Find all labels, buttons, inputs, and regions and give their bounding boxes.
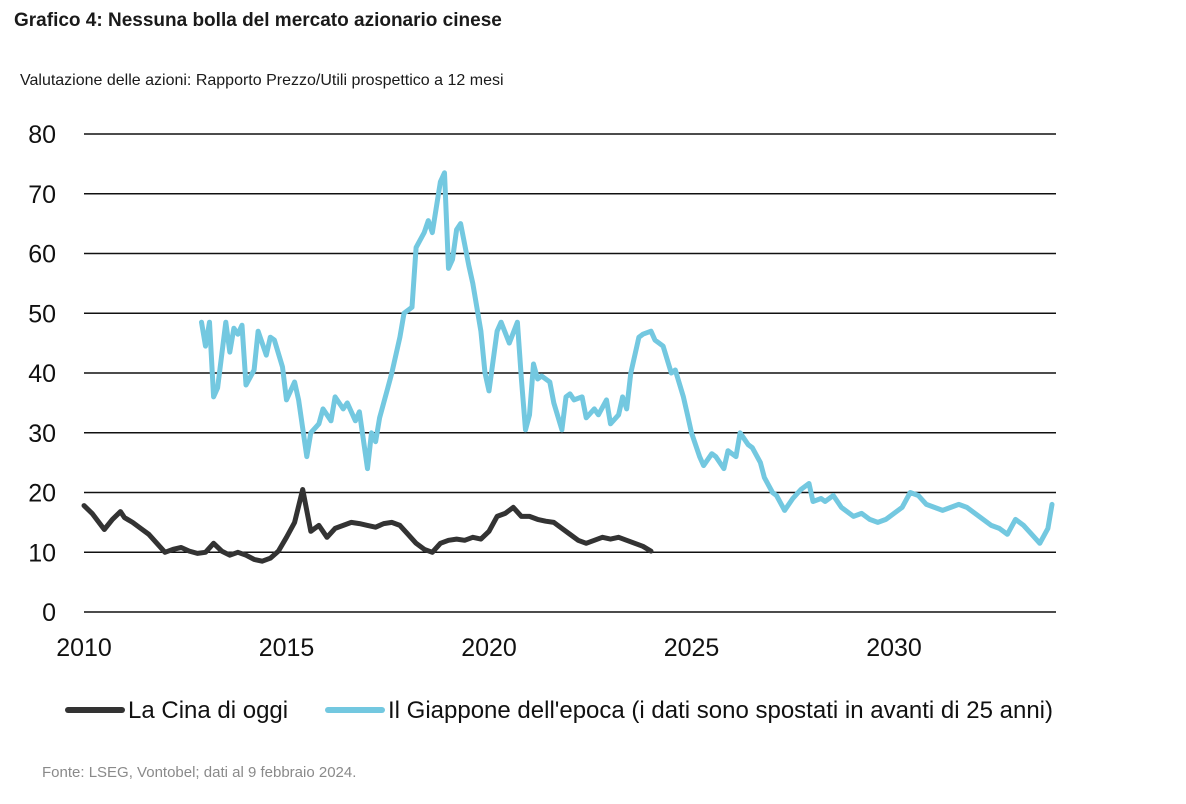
y-tick-label: 70 xyxy=(28,181,56,209)
y-tick-label: 10 xyxy=(28,539,56,567)
series-line-china xyxy=(81,487,654,564)
source-note: Fonte: LSEG, Vontobel; dati al 9 febbrai… xyxy=(42,764,357,781)
x-tick-label: 2020 xyxy=(461,634,517,662)
series-line-japan xyxy=(199,170,1055,546)
y-axis-ticks: 0 10 20 30 40 50 60 70 80 xyxy=(28,121,56,627)
chart-title: Grafico 4: Nessuna bolla del mercato azi… xyxy=(14,10,502,31)
y-tick-label: 40 xyxy=(28,360,56,388)
legend: La Cina di oggi Il Giappone dell'epoca (… xyxy=(65,697,1053,724)
y-tick-label: 30 xyxy=(28,420,56,448)
y-tick-label: 20 xyxy=(28,480,56,508)
x-tick-label: 2025 xyxy=(664,634,720,662)
y-tick-label: 0 xyxy=(42,599,56,627)
y-tick-label: 80 xyxy=(28,121,56,149)
legend-label-china: La Cina di oggi xyxy=(128,697,288,724)
x-tick-label: 2015 xyxy=(259,634,315,662)
x-tick-label: 2010 xyxy=(56,634,112,662)
x-tick-label: 2030 xyxy=(866,634,922,662)
y-tick-label: 60 xyxy=(28,241,56,269)
gridlines xyxy=(84,133,1056,613)
x-axis-ticks: 2010 2015 2020 2025 2030 xyxy=(56,634,922,662)
y-tick-label: 50 xyxy=(28,300,56,328)
series-lines xyxy=(81,170,1055,564)
chart-subtitle: Valutazione delle azioni: Rapporto Prezz… xyxy=(20,72,504,89)
legend-label-japan: Il Giappone dell'epoca (i dati sono spos… xyxy=(388,697,1053,724)
